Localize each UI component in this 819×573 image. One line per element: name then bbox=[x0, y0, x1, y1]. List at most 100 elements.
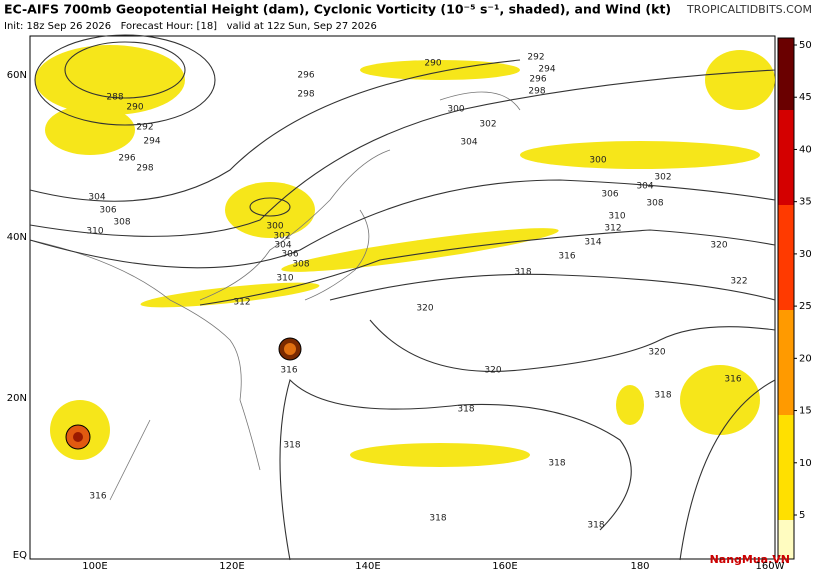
contour-label: 300 bbox=[266, 222, 283, 232]
contour bbox=[279, 378, 632, 561]
colorbar-tick-label: 30 bbox=[799, 249, 812, 260]
contour-label: 318 bbox=[514, 268, 531, 278]
contour-label: 320 bbox=[648, 348, 665, 358]
lon-label: 160W bbox=[756, 561, 785, 572]
contour-label: 316 bbox=[89, 492, 106, 502]
contour-label: 302 bbox=[654, 173, 671, 183]
vortex-core bbox=[284, 343, 296, 355]
title: EC-AIFS 700mb Geopotential Height (dam),… bbox=[4, 2, 671, 17]
colorbar-tick-label: 5 bbox=[799, 510, 805, 521]
contour-label: 294 bbox=[143, 137, 160, 147]
colorbar-tick-label: 35 bbox=[799, 197, 812, 208]
contour bbox=[679, 379, 776, 561]
colorbar-tick-label: 45 bbox=[799, 92, 812, 103]
contour-label: 310 bbox=[86, 227, 103, 237]
colorbar-segment bbox=[778, 205, 794, 310]
contour-label: 298 bbox=[528, 87, 545, 97]
contour bbox=[29, 179, 776, 269]
height-contours bbox=[29, 34, 776, 561]
contour-label: 304 bbox=[274, 241, 291, 251]
colorbar-segment bbox=[778, 110, 794, 205]
contour-label: 296 bbox=[529, 75, 546, 85]
lon-label: 100E bbox=[82, 561, 107, 572]
contour bbox=[64, 41, 186, 99]
shade bbox=[140, 282, 320, 308]
contour-label: 320 bbox=[416, 304, 433, 314]
contour-label: 318 bbox=[548, 459, 565, 469]
contour-label: 296 bbox=[118, 154, 135, 164]
contour-label: 304 bbox=[460, 138, 477, 148]
contour-label: 300 bbox=[447, 105, 464, 115]
colorbar-segment bbox=[778, 38, 794, 110]
colorbar-segment bbox=[778, 310, 794, 415]
site-name: TROPICALTIDBITS.COM bbox=[686, 3, 812, 16]
colorbar-segment bbox=[778, 415, 794, 520]
colorbar-tick-label: 20 bbox=[799, 353, 812, 364]
shade bbox=[35, 45, 185, 115]
contour-label: 312 bbox=[604, 224, 621, 234]
contour-label: 308 bbox=[292, 260, 309, 270]
colorbar-tick-label: 40 bbox=[799, 144, 812, 155]
contour-label: 302 bbox=[479, 120, 496, 130]
contour-label: 292 bbox=[527, 53, 544, 63]
contour bbox=[369, 319, 776, 372]
contour-label: 322 bbox=[730, 277, 747, 287]
contour-label: 306 bbox=[99, 206, 116, 216]
contour bbox=[34, 34, 216, 126]
contour-label: 318 bbox=[654, 391, 671, 401]
contour bbox=[329, 273, 776, 301]
map-frame bbox=[29, 35, 776, 560]
lon-label: 160E bbox=[492, 561, 517, 572]
contour-label: 320 bbox=[484, 366, 501, 376]
contour-label: 304 bbox=[636, 182, 653, 192]
contour-label: 316 bbox=[558, 252, 575, 262]
contour-label: 298 bbox=[297, 90, 314, 100]
vorticity-shading bbox=[35, 45, 775, 467]
lat-label: EQ bbox=[13, 550, 27, 561]
contour-label: 318 bbox=[429, 514, 446, 524]
shade bbox=[350, 443, 530, 467]
colorbar-segment bbox=[778, 520, 794, 559]
colorbar-tick-label: 15 bbox=[799, 406, 812, 417]
lat-label: 40N bbox=[7, 232, 27, 243]
colorbar-tick-label: 10 bbox=[799, 458, 812, 469]
contour-label: 310 bbox=[276, 274, 293, 284]
shade bbox=[520, 141, 760, 169]
contour-label: 292 bbox=[136, 123, 153, 133]
shade bbox=[680, 365, 760, 435]
watermark: NangMua.VN bbox=[710, 553, 790, 566]
coastlines bbox=[29, 91, 521, 501]
contour-label: 290 bbox=[424, 59, 441, 69]
contour-label: 306 bbox=[281, 250, 298, 260]
contour-label: 320 bbox=[710, 241, 727, 251]
contour bbox=[29, 59, 521, 202]
shade bbox=[616, 385, 644, 425]
contour-label: 296 bbox=[297, 71, 314, 81]
contour-label: 308 bbox=[113, 218, 130, 228]
colorbar bbox=[777, 37, 795, 560]
contour-label: 294 bbox=[538, 65, 555, 75]
contour-label: 318 bbox=[457, 405, 474, 415]
contour-label: 316 bbox=[280, 366, 297, 376]
shade bbox=[45, 105, 135, 155]
coastline bbox=[29, 91, 521, 501]
contour-label: 306 bbox=[601, 190, 618, 200]
colorbar-frame bbox=[777, 37, 795, 560]
contour-label: 318 bbox=[587, 521, 604, 531]
contour bbox=[249, 197, 291, 217]
contour-label: 314 bbox=[584, 238, 601, 248]
contour-label: 290 bbox=[126, 103, 143, 113]
lat-label: 60N bbox=[7, 70, 27, 81]
lat-label: 20N bbox=[7, 393, 27, 404]
map-area bbox=[29, 34, 776, 561]
lon-label: 120E bbox=[219, 561, 244, 572]
contour-label: 302 bbox=[273, 232, 290, 242]
contour-label: 308 bbox=[646, 199, 663, 209]
lon-label: 140E bbox=[355, 561, 380, 572]
contour bbox=[199, 229, 776, 306]
subtitle: Init: 18z Sep 26 2026 Forecast Hour: [18… bbox=[4, 21, 377, 32]
contour-label: 304 bbox=[88, 193, 105, 203]
contour-label: 298 bbox=[136, 164, 153, 174]
contour bbox=[29, 69, 776, 237]
